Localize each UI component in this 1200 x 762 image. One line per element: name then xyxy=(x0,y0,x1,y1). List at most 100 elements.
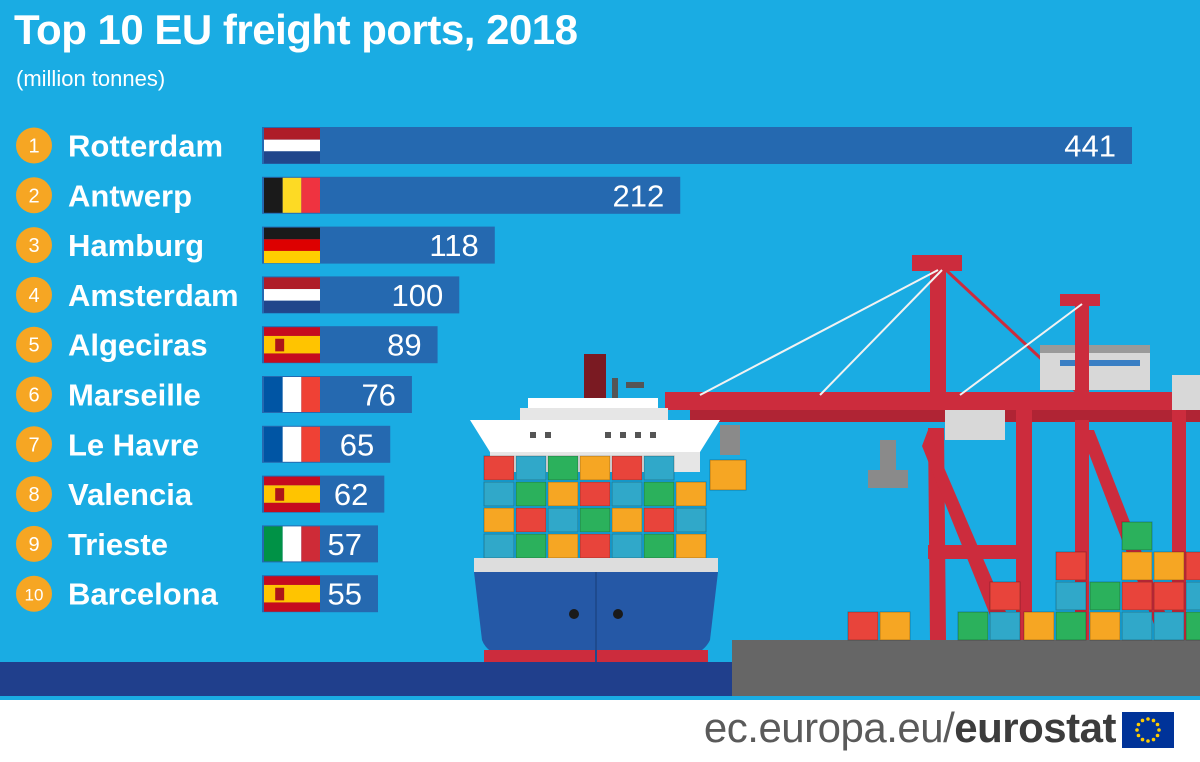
container-icon xyxy=(515,507,547,533)
rank-number: 1 xyxy=(28,136,39,158)
value-label: 65 xyxy=(340,427,374,462)
flag-spain-icon xyxy=(264,576,320,612)
container-icon xyxy=(957,611,989,641)
rank-badge xyxy=(16,575,52,612)
flag-netherlands-icon xyxy=(264,277,320,313)
chart-title: Top 10 EU freight ports, 2018 xyxy=(14,6,578,53)
container-icon xyxy=(611,481,643,507)
value-label: 62 xyxy=(334,477,368,512)
container-icon xyxy=(611,455,643,481)
bar-row: 2 Antwerp 212 xyxy=(16,176,681,214)
rank-number: 10 xyxy=(25,586,44,605)
container-icon xyxy=(547,481,579,507)
rank-number: 8 xyxy=(28,484,39,506)
category-label: Marseille xyxy=(68,378,201,413)
bar-chart: 1 Rotterdam 441 2 Antwerp 212 3 Hamburg 118 4 Amst… xyxy=(16,127,1132,613)
category-label: Valencia xyxy=(68,477,193,512)
container-icon xyxy=(643,455,675,481)
rank-number: 4 xyxy=(28,285,39,307)
container-ship xyxy=(470,354,720,662)
rank-badge xyxy=(16,426,52,463)
container-icon xyxy=(515,533,547,559)
flag-italy-icon xyxy=(264,526,320,562)
category-label: Trieste xyxy=(68,527,168,562)
container-icon xyxy=(611,533,643,559)
value-label: 89 xyxy=(387,328,421,363)
rank-badge xyxy=(16,525,52,562)
container-icon xyxy=(611,507,643,533)
rank-badge xyxy=(16,177,52,214)
container-icon xyxy=(1055,611,1087,641)
container-icon xyxy=(515,455,547,481)
container-icon xyxy=(989,581,1021,611)
category-label: Barcelona xyxy=(68,577,219,612)
container-icon xyxy=(1185,581,1200,611)
source-url: ec.europa.eu/eurostat xyxy=(703,704,1117,752)
rank-badge xyxy=(16,227,52,264)
container-icon xyxy=(1121,581,1153,611)
category-label: Antwerp xyxy=(68,178,192,213)
water xyxy=(0,662,740,696)
flag-belgium-icon xyxy=(264,177,320,213)
bar-row: 5 Algeciras 89 xyxy=(16,326,438,364)
container-icon xyxy=(643,507,675,533)
container-icon xyxy=(643,481,675,507)
flag-spain-icon xyxy=(264,327,320,363)
bar-row: 7 Le Havre 65 xyxy=(16,425,391,463)
rank-number: 5 xyxy=(28,335,39,357)
flag-netherlands-icon xyxy=(264,128,320,164)
rank-number: 3 xyxy=(28,235,39,257)
value-label: 118 xyxy=(429,228,478,263)
rank-badge xyxy=(16,276,52,313)
bar-row: 6 Marseille 76 xyxy=(16,376,412,413)
rank-badge xyxy=(16,476,52,513)
container-icon xyxy=(579,455,611,481)
source-url-prefix: ec.europa.eu/ xyxy=(703,704,955,751)
container-icon xyxy=(675,507,707,533)
container-icon xyxy=(483,455,515,481)
container-icon xyxy=(1153,611,1185,641)
container-icon xyxy=(547,507,579,533)
container-icon xyxy=(1185,611,1200,641)
container-icon xyxy=(515,481,547,507)
container-icon xyxy=(483,507,515,533)
category-label: Le Havre xyxy=(68,427,199,462)
bar-row: 3 Hamburg 118 xyxy=(16,226,495,264)
rank-badge xyxy=(16,376,52,413)
container-icon xyxy=(1121,551,1153,581)
flag-france-icon xyxy=(264,377,320,412)
eu-flag-icon xyxy=(1122,712,1174,748)
quay xyxy=(732,640,1200,696)
container-icon xyxy=(675,533,707,559)
container-icon xyxy=(1023,611,1055,641)
rank-number: 6 xyxy=(28,385,39,407)
container-icon xyxy=(1055,551,1087,581)
container-icon xyxy=(547,455,579,481)
category-label: Amsterdam xyxy=(68,278,239,313)
container-icon xyxy=(1089,611,1121,641)
port-illustration xyxy=(0,255,1200,696)
value-label: 212 xyxy=(612,178,664,213)
chart-subtitle: (million tonnes) xyxy=(16,66,166,91)
rank-badge xyxy=(16,326,52,363)
bar xyxy=(262,176,681,214)
category-label: Hamburg xyxy=(68,228,204,263)
container-icon xyxy=(1153,581,1185,611)
category-label: Rotterdam xyxy=(68,129,223,164)
container-icon xyxy=(675,481,707,507)
container-icon xyxy=(1121,521,1153,551)
value-label: 441 xyxy=(1064,129,1116,164)
value-label: 76 xyxy=(361,378,395,413)
flag-spain-icon xyxy=(264,476,320,513)
value-label: 57 xyxy=(328,527,362,562)
container-icon xyxy=(1185,551,1200,581)
rank-number: 7 xyxy=(28,434,39,456)
container-icon xyxy=(579,507,611,533)
bar-row: 4 Amsterdam 100 xyxy=(16,276,460,314)
value-label: 100 xyxy=(392,278,444,313)
rank-number: 2 xyxy=(28,185,39,207)
category-label: Algeciras xyxy=(68,328,208,363)
footer xyxy=(0,700,1200,762)
container-icon xyxy=(547,533,579,559)
